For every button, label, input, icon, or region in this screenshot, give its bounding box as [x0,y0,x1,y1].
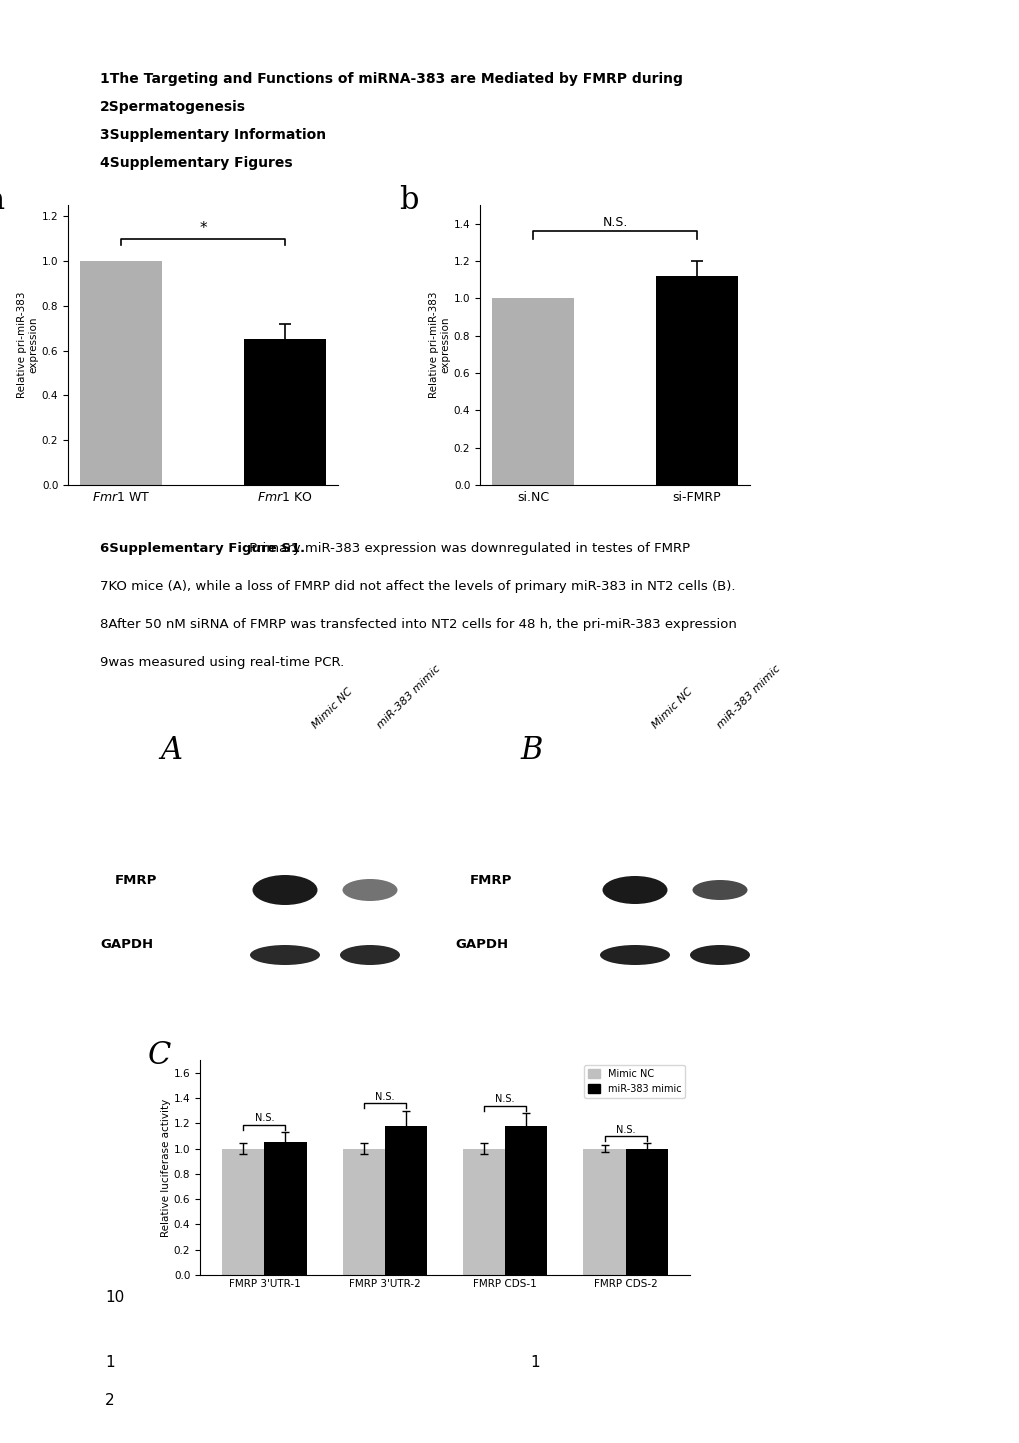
Bar [222,1149,264,1276]
Bar [81,261,162,485]
Text: miR-383 mimic: miR-383 mimic [714,662,782,730]
Text: 9was measured using real-time PCR.: 9was measured using real-time PCR. [100,657,344,670]
Text: miR-383 mimic: miR-383 mimic [375,662,441,730]
Text: 1: 1 [530,1355,539,1369]
Text: GAPDH: GAPDH [454,938,507,951]
Text: 2: 2 [105,1392,114,1408]
Ellipse shape [342,879,397,900]
Text: a: a [0,185,5,216]
Ellipse shape [692,880,747,900]
Text: 1: 1 [105,1355,114,1369]
Text: Mimic NC: Mimic NC [649,685,694,730]
Ellipse shape [339,945,399,965]
Text: N.S.: N.S. [495,1094,515,1104]
Ellipse shape [689,945,749,965]
Bar [625,1149,667,1276]
Y-axis label: Relative luciferase activity: Relative luciferase activity [161,1098,171,1237]
Text: 1The Targeting and Functions of miRNA-383 are Mediated by FMRP during: 1The Targeting and Functions of miRNA-38… [100,72,682,87]
Bar [504,1126,547,1276]
Ellipse shape [599,945,669,965]
Text: N.S.: N.S. [375,1092,394,1102]
Text: b: b [398,185,418,216]
Bar [492,299,574,485]
Text: *: * [199,221,207,237]
Text: N.S.: N.S. [255,1113,274,1123]
Text: 2Spermatogenesis: 2Spermatogenesis [100,100,246,114]
Text: 8After 50 nM siRNA of FMRP was transfected into NT2 cells for 48 h, the pri-miR-: 8After 50 nM siRNA of FMRP was transfect… [100,618,736,631]
Text: A: A [160,734,181,766]
Text: Primary miR-383 expression was downregulated in testes of FMRP: Primary miR-383 expression was downregul… [245,543,690,556]
Ellipse shape [250,945,320,965]
Text: 10: 10 [105,1290,124,1304]
Ellipse shape [602,876,666,903]
Text: FMRP: FMRP [470,873,512,886]
Y-axis label: Relative pri-miR-383
expression: Relative pri-miR-383 expression [17,291,39,398]
Text: N.S.: N.S. [615,1124,635,1134]
Text: 6Supplementary Figure S1.: 6Supplementary Figure S1. [100,543,305,556]
Bar [463,1149,504,1276]
Text: FMRP: FMRP [115,873,157,886]
Y-axis label: Relative pri-miR-383
expression: Relative pri-miR-383 expression [429,291,450,398]
Bar [384,1126,427,1276]
Legend: Mimic NC, miR-383 mimic: Mimic NC, miR-383 mimic [584,1065,685,1098]
Bar [655,276,737,485]
Text: 3Supplementary Information: 3Supplementary Information [100,128,326,141]
Text: 4Supplementary Figures: 4Supplementary Figures [100,156,292,170]
Bar [264,1143,307,1276]
Bar [583,1149,625,1276]
Text: C: C [148,1040,171,1071]
Text: Mimic NC: Mimic NC [310,685,354,730]
Bar [342,1149,384,1276]
Text: B: B [520,734,542,766]
Bar [244,339,325,485]
Text: GAPDH: GAPDH [100,938,153,951]
Ellipse shape [253,874,317,905]
Text: 7KO mice (A), while a loss of FMRP did not affect the levels of primary miR-383 : 7KO mice (A), while a loss of FMRP did n… [100,580,735,593]
Text: N.S.: N.S. [602,216,627,229]
